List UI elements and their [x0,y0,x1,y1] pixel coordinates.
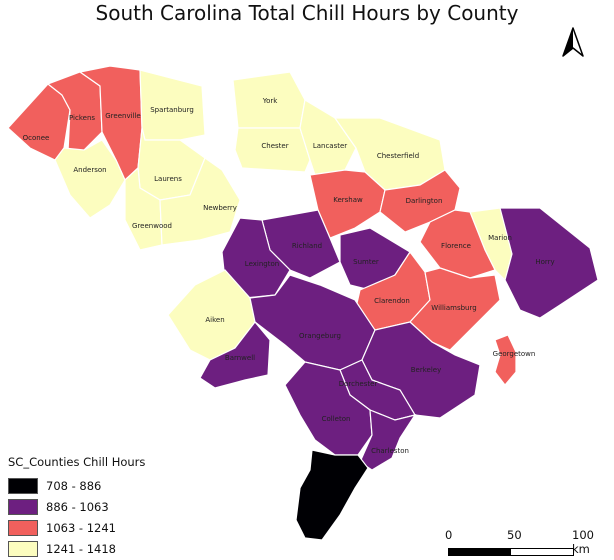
legend-item: 708 - 886 [8,475,145,496]
county-charleston [359,409,417,471]
county-horry [499,207,599,319]
county-beaufort [295,449,369,541]
county-label: Florence [441,242,471,250]
county-label: Colleton [322,415,351,423]
county-label: Orangeburg [299,332,341,340]
county-oconee [7,83,71,161]
county-label: Chesterfield [377,152,419,160]
county-label: Greenwood [132,222,172,230]
county-label: Richland [292,242,322,250]
north-arrow-icon [560,26,586,64]
county-label: York [262,97,279,105]
legend-label: 708 - 886 [46,478,102,493]
county-label: Marion [488,234,512,242]
label-layer: Oconee Pickens Greenville Spartanburg Anders… [23,97,555,455]
county-label: Kershaw [333,196,363,204]
legend-label: 1241 - 1418 [46,541,116,556]
legend-swatch [8,477,38,494]
county-label: Barnwell [225,354,255,362]
scale-label-50: 50 [507,528,522,542]
county-anderson [54,139,126,219]
county-label: Oconee [23,134,50,142]
legend-swatch [8,540,38,557]
legend-label: 886 - 1063 [46,499,109,514]
county-label: Dorchester [339,380,378,388]
county-label: Laurens [154,175,182,183]
county-label: Berkeley [411,366,442,374]
county-williamsburg [409,267,501,351]
legend-swatch [8,519,38,536]
county-layer [7,65,599,541]
legend-item: 1241 - 1418 [8,538,145,559]
legend-swatch [8,498,38,515]
county-newberry [159,157,241,246]
legend-item: 886 - 1063 [8,496,145,517]
county-label: Aiken [205,316,224,324]
county-label: Chester [261,142,288,150]
county-label: Pickens [69,114,95,122]
county-label: Darlington [406,197,443,205]
legend-title: SC_Counties Chill Hours [8,455,146,469]
county-label: Lancaster [313,142,347,150]
county-label: Sumter [353,258,379,266]
scale-label-100: 100 km [572,528,594,556]
scale-label-0: 0 [445,528,453,542]
county-label: Charleston [371,447,409,455]
county-georgetown [494,334,517,386]
county-label: Clarendon [374,297,410,305]
county-label: Greenville [105,112,140,120]
scale-bar-graphic [448,548,574,556]
legend-item: 1063 - 1241 [8,517,145,538]
county-label: Spartanburg [150,106,194,114]
county-barnwell [199,321,271,389]
county-florence [419,209,496,279]
county-label: Georgetown [493,350,536,358]
county-label: Lexington [245,260,279,268]
county-chester [234,127,311,173]
legend-label: 1063 - 1241 [46,520,116,535]
county-label: Newberry [203,204,237,212]
county-label: Anderson [73,166,106,174]
map-title: South Carolina Total Chill Hours by Coun… [95,1,519,25]
county-spartanburg [139,69,206,141]
county-label: Williamsburg [431,304,476,312]
map-legend: SC_Counties Chill Hours 708 - 886 886 - 1… [8,455,145,559]
county-label: Horry [535,258,554,266]
